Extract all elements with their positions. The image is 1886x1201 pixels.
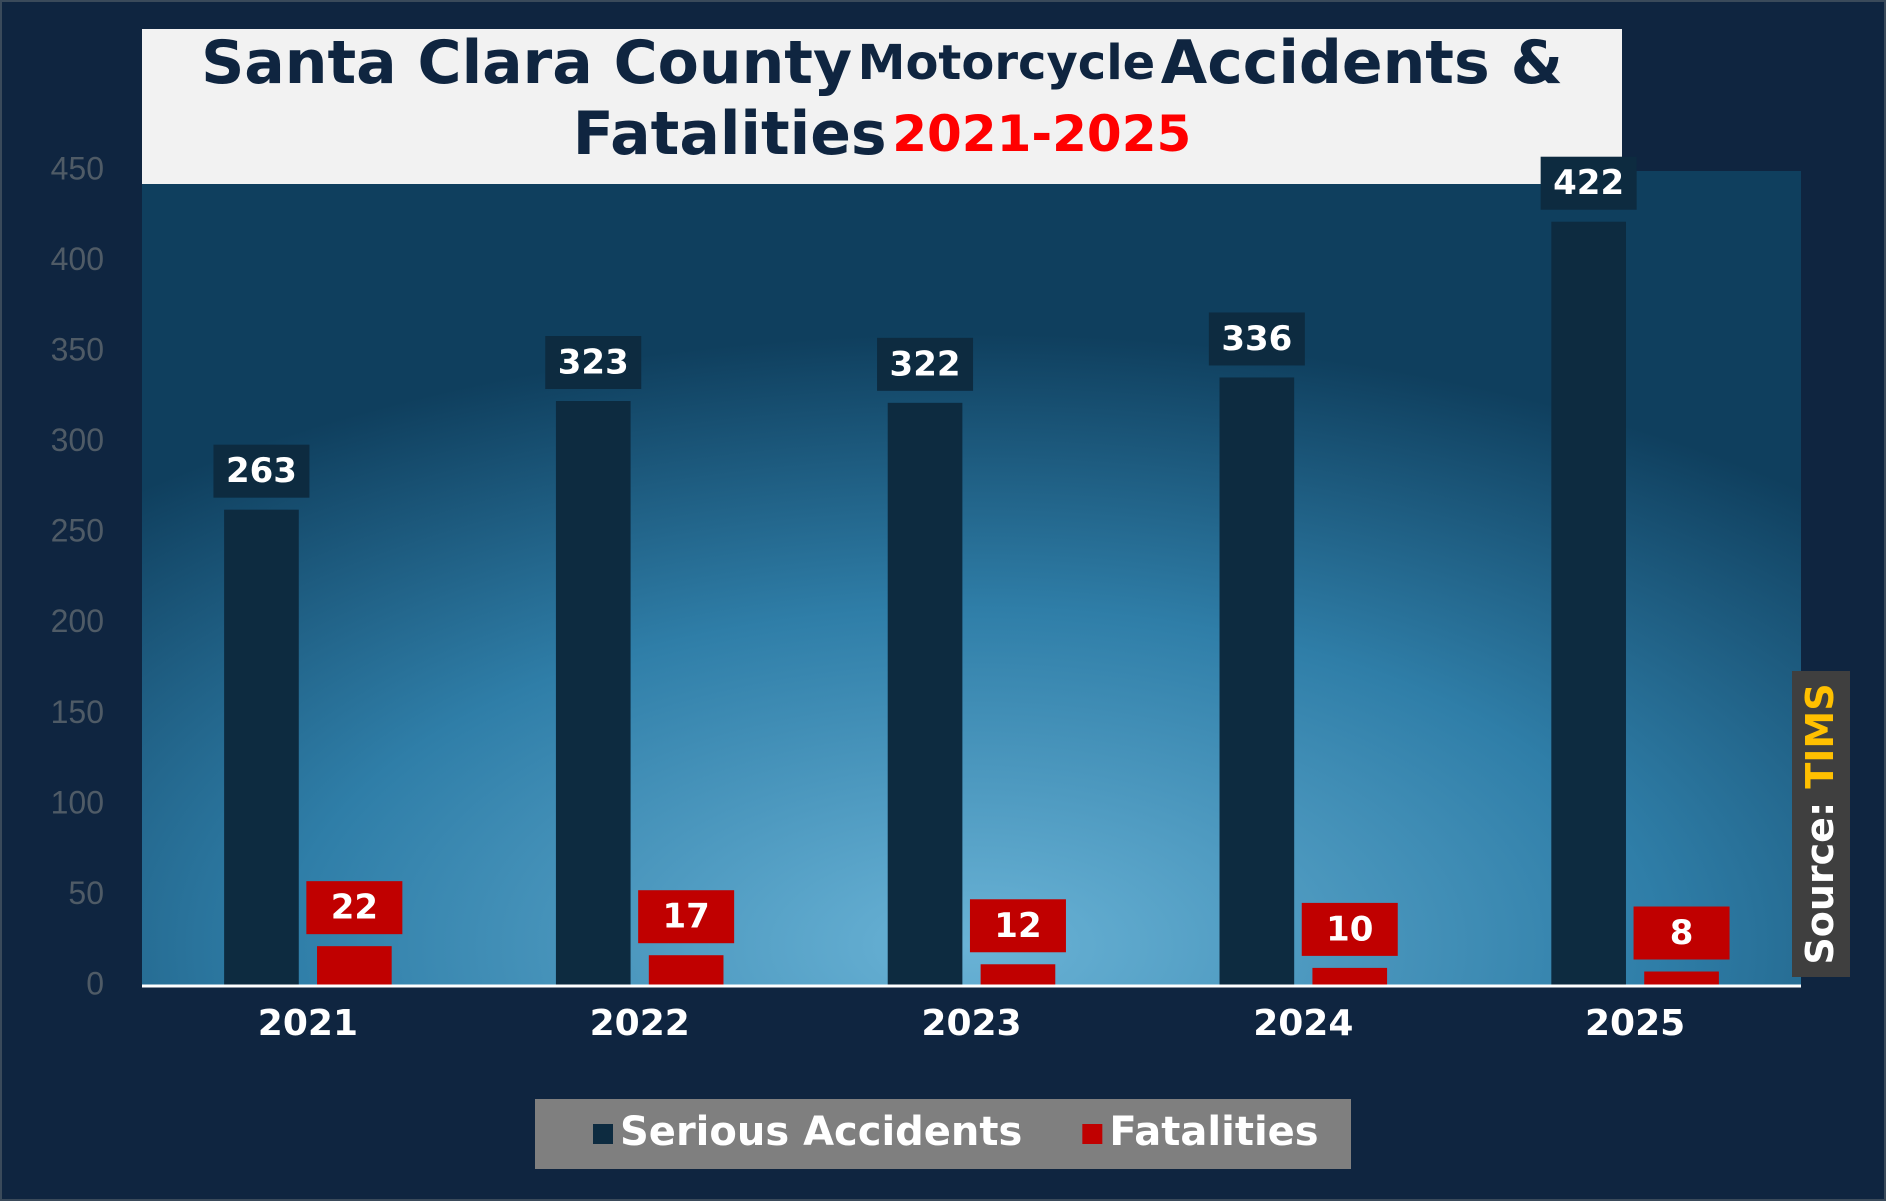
y-tick-label: 250 — [51, 513, 104, 549]
title-part: Fatalities — [573, 99, 887, 169]
data-label: 10 — [1326, 909, 1373, 949]
title-part: Motorcycle — [858, 35, 1156, 91]
bar — [648, 955, 724, 986]
legend-label: Fatalities — [1109, 1109, 1318, 1155]
data-label-box — [213, 444, 310, 498]
title-box — [142, 29, 1622, 184]
bar — [887, 402, 963, 986]
data-label-box — [877, 337, 974, 391]
data-label: 322 — [890, 344, 961, 384]
chart-title: Fatalities 2021-2025 — [573, 99, 1192, 169]
y-tick-label: 400 — [51, 241, 104, 277]
bar — [317, 946, 392, 986]
bar — [224, 509, 299, 986]
y-tick-label: 350 — [51, 332, 104, 368]
data-label-box — [1633, 906, 1730, 960]
bar — [555, 401, 631, 986]
data-label: 17 — [662, 897, 709, 937]
y-tick-label: 100 — [51, 784, 104, 820]
y-tick-label: 0 — [86, 965, 104, 1001]
data-label-box — [1540, 156, 1637, 210]
legend-swatch — [593, 1124, 613, 1144]
bar — [1219, 377, 1295, 986]
plot-area — [142, 171, 1801, 986]
y-tick-label: 200 — [51, 603, 104, 639]
source-label: Source: — [1798, 802, 1842, 965]
y-tick-label: 450 — [51, 150, 104, 186]
title-part: Accidents & — [1161, 28, 1563, 98]
source: Source: TIMS — [1798, 683, 1842, 964]
y-tick-label: 50 — [68, 875, 104, 911]
source-box — [1792, 671, 1850, 977]
data-label-box — [969, 899, 1066, 953]
bar — [1312, 967, 1388, 986]
title-part: Santa Clara County — [201, 28, 852, 98]
legend-box — [535, 1099, 1351, 1169]
y-tick-label: 150 — [51, 694, 104, 730]
data-label: 8 — [1670, 913, 1694, 953]
bar — [980, 964, 1056, 986]
data-label-box — [545, 336, 642, 390]
legend-label: Serious Accidents — [620, 1109, 1022, 1155]
data-label: 12 — [994, 906, 1041, 946]
data-label: 336 — [1221, 319, 1292, 359]
title-part: 2021-2025 — [892, 105, 1191, 163]
data-label-box — [306, 881, 403, 935]
x-tick-label: 2022 — [590, 1003, 690, 1044]
x-tick-label: 2025 — [1585, 1003, 1685, 1044]
chart-title: Santa Clara County Motorcycle Accidents … — [201, 28, 1563, 98]
x-tick-label: 2021 — [258, 1003, 358, 1044]
data-label-box — [1301, 902, 1398, 956]
y-tick-label: 300 — [51, 422, 104, 458]
data-label: 323 — [558, 343, 629, 383]
bar — [1644, 971, 1719, 986]
source-name: TIMS — [1798, 683, 1842, 788]
x-tick-label: 2023 — [921, 1003, 1021, 1044]
data-label-box — [1208, 312, 1305, 366]
data-label: 22 — [331, 888, 378, 928]
bar — [1551, 221, 1626, 986]
x-tick-label: 2024 — [1253, 1003, 1353, 1044]
data-label: 263 — [226, 451, 297, 491]
legend-swatch — [1082, 1124, 1103, 1144]
data-label-box — [638, 890, 735, 944]
data-label: 422 — [1553, 163, 1624, 203]
